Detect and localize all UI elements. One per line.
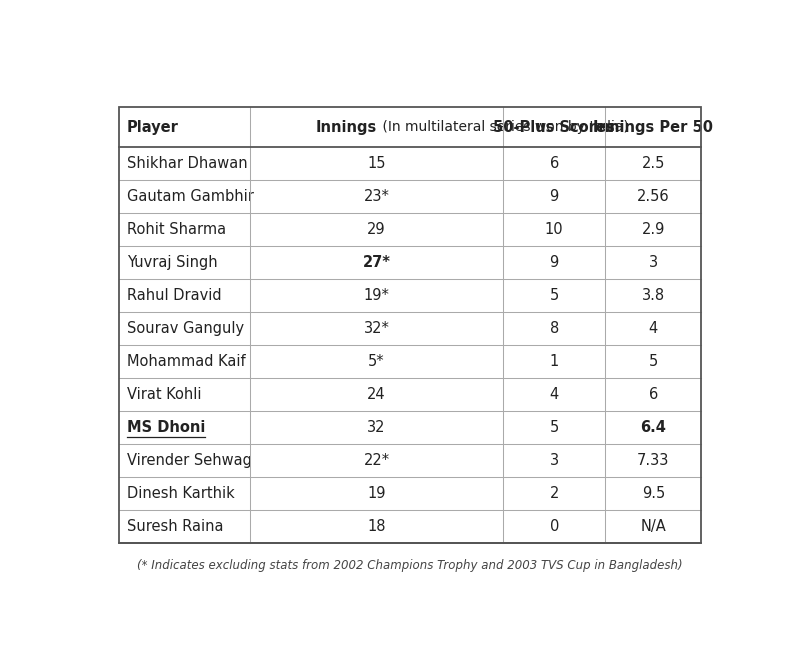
Text: 5*: 5* (368, 355, 385, 369)
Text: 4: 4 (649, 321, 658, 336)
Text: 10: 10 (545, 222, 563, 237)
Text: 29: 29 (367, 222, 386, 237)
Text: 32: 32 (367, 420, 386, 436)
Text: 2.5: 2.5 (642, 156, 665, 171)
Text: Virender Sehwag: Virender Sehwag (126, 453, 251, 469)
Text: Innings: Innings (315, 119, 377, 134)
Text: Dinesh Karthik: Dinesh Karthik (126, 486, 234, 501)
Text: Sourav Ganguly: Sourav Ganguly (126, 321, 244, 336)
Text: 4: 4 (550, 387, 559, 402)
Text: 3.8: 3.8 (642, 288, 665, 303)
Text: 19*: 19* (363, 288, 390, 303)
Text: 9: 9 (550, 189, 559, 204)
Text: Rahul Dravid: Rahul Dravid (126, 288, 222, 303)
Text: 6: 6 (649, 387, 658, 402)
Text: Suresh Raina: Suresh Raina (126, 519, 223, 534)
Text: Player: Player (126, 119, 178, 134)
Text: (* Indicates excluding stats from 2002 Champions Trophy and 2003 TVS Cup in Bang: (* Indicates excluding stats from 2002 C… (137, 559, 683, 572)
Text: 22*: 22* (363, 453, 390, 469)
Text: 32*: 32* (363, 321, 390, 336)
Text: 19: 19 (367, 486, 386, 501)
Text: 5: 5 (649, 355, 658, 369)
Text: 15: 15 (367, 156, 386, 171)
Text: N/A: N/A (641, 519, 666, 534)
Text: Innings Per 50: Innings Per 50 (594, 119, 714, 134)
Text: Virat Kohli: Virat Kohli (126, 387, 201, 402)
Text: 24: 24 (367, 387, 386, 402)
Text: 7.33: 7.33 (637, 453, 670, 469)
Text: 8: 8 (550, 321, 559, 336)
Text: 2.9: 2.9 (642, 222, 665, 237)
Text: 6: 6 (550, 156, 559, 171)
Text: 27*: 27* (362, 255, 390, 270)
Text: 50-Plus Scores: 50-Plus Scores (494, 119, 615, 134)
Text: 9: 9 (550, 255, 559, 270)
Text: 5: 5 (550, 420, 559, 436)
Text: 3: 3 (649, 255, 658, 270)
Text: 5: 5 (550, 288, 559, 303)
Text: 23*: 23* (363, 189, 390, 204)
Text: 0: 0 (550, 519, 559, 534)
Text: MS Dhoni: MS Dhoni (126, 420, 205, 436)
Text: Shikhar Dhawan: Shikhar Dhawan (126, 156, 247, 171)
Text: 6.4: 6.4 (640, 420, 666, 436)
Text: 9.5: 9.5 (642, 486, 665, 501)
Text: (In multilateral series won by India): (In multilateral series won by India) (378, 120, 630, 134)
Text: Mohammad Kaif: Mohammad Kaif (126, 355, 246, 369)
Text: Rohit Sharma: Rohit Sharma (126, 222, 226, 237)
Text: 2: 2 (550, 486, 559, 501)
Text: 1: 1 (550, 355, 559, 369)
Text: 3: 3 (550, 453, 559, 469)
Text: Yuvraj Singh: Yuvraj Singh (126, 255, 218, 270)
Bar (118, 107, 702, 544)
Text: Gautam Gambhir: Gautam Gambhir (126, 189, 254, 204)
Text: 2.56: 2.56 (637, 189, 670, 204)
Text: 18: 18 (367, 519, 386, 534)
